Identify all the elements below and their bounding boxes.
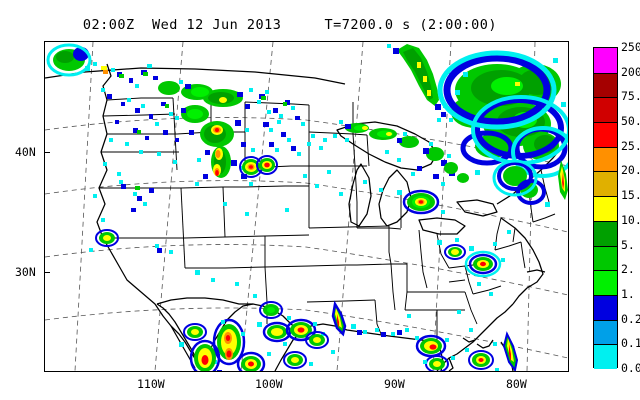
colorbar-tick-label: 50. — [621, 114, 640, 128]
colorbar-band-bright-red — [594, 122, 617, 147]
colorbar-band-orange — [594, 147, 617, 172]
map-canvas — [45, 42, 568, 371]
colorbar-tick-label: 1. — [621, 287, 635, 301]
colorbar-band-magenta — [594, 48, 617, 73]
colorbar-tick-label: 250. — [621, 40, 640, 54]
precipitation-map-figure: 02:00Z Wed 12 Jun 2013 T=7200.0 s (2:00:… — [0, 0, 640, 400]
colorbar-tick-label: 20. — [621, 163, 640, 177]
precipitation-field — [48, 44, 568, 371]
colorbar-tick-label: 2. — [621, 262, 635, 276]
colorbar-tick-label: 0.10 — [621, 336, 640, 350]
y-tick-mark-40n — [44, 152, 50, 153]
colorbar-tick-label: 75. — [621, 89, 640, 103]
colorbar-tick-label: 200. — [621, 65, 640, 79]
colorbar-band-red — [594, 97, 617, 122]
colorbar-band-dark-green — [594, 221, 617, 246]
colorbar-tick-label: 0.25 — [621, 312, 640, 326]
y-tick-mark-30n — [44, 272, 50, 273]
x-tick-label-90w: 90W — [384, 377, 405, 391]
y-tick-label-40n: 40N — [15, 145, 36, 159]
colorbar-band-yellow — [594, 196, 617, 221]
colorbar-tick-label: 15. — [621, 188, 640, 202]
colorbar-tick-label: 0.01 — [621, 361, 640, 375]
colorbar-tick-label: 5. — [621, 238, 635, 252]
colorbar-tick-label: 10. — [621, 213, 640, 227]
x-tick-label-100w: 100W — [255, 377, 283, 391]
colorbar-tick-label: 25. — [621, 139, 640, 153]
colorbar-band-medium-green — [594, 246, 617, 271]
y-tick-label-30n: 30N — [15, 265, 36, 279]
figure-title: 02:00Z Wed 12 Jun 2013 T=7200.0 s (2:00:… — [0, 17, 580, 33]
colorbar-band-light-blue — [594, 320, 617, 345]
colorbar-band-cyan — [594, 344, 617, 369]
colorbar-band-dark-red — [594, 73, 617, 98]
map-plot-area — [44, 41, 569, 372]
colorbar-band-blue — [594, 295, 617, 320]
colorbar-band-bright-green — [594, 270, 617, 295]
colorbar — [593, 47, 618, 368]
x-tick-label-110w: 110W — [137, 377, 165, 391]
colorbar-band-goldenrod — [594, 171, 617, 196]
x-tick-label-80w: 80W — [506, 377, 527, 391]
